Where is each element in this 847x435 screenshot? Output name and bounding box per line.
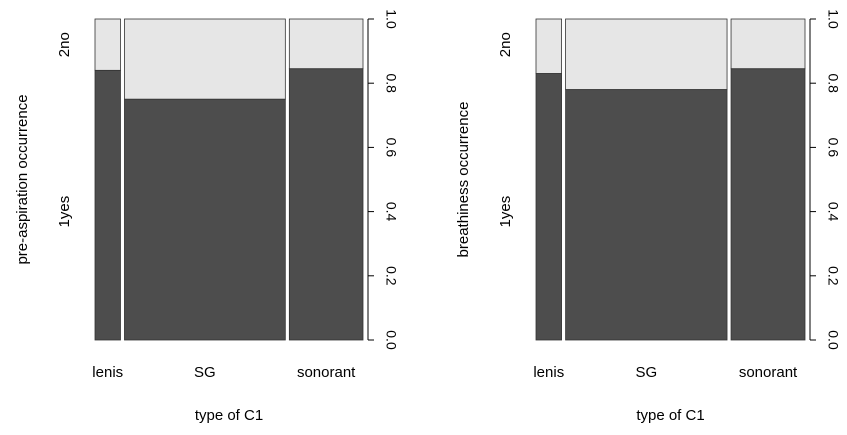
bar-segment-no-sonorant — [288, 18, 364, 70]
x-category-label: SG — [194, 364, 216, 381]
right-axis-tick-label: 0.6 — [825, 138, 841, 158]
right-axis-tick-label: 0.4 — [825, 202, 841, 222]
y-level-label: 1yes — [56, 196, 73, 228]
bar-segment-yes-sg — [124, 98, 286, 341]
right-axis-tick-label: 0.4 — [383, 202, 399, 222]
y-level-label: 1yes — [497, 196, 514, 228]
right-axis-tick-label: 0.6 — [383, 138, 399, 158]
y-axis-title: breathiness occurrence — [455, 102, 472, 258]
x-axis-title: type of C1 — [636, 407, 704, 424]
right-axis-tick-label: 0.8 — [383, 73, 399, 93]
bar-segment-yes-sonorant — [730, 68, 806, 341]
right-axis-tick-label: 1.0 — [825, 9, 841, 29]
bar-segment-no-lenis — [535, 18, 562, 74]
bar-segment-no-sg — [124, 18, 286, 100]
right-axis-tick-label: 1.0 — [383, 9, 399, 29]
bar-segment-yes-sonorant — [288, 68, 364, 341]
x-category-label: lenis — [92, 364, 123, 381]
x-category-label: sonorant — [297, 364, 356, 381]
spineplot-panel-1: lenis SG sonorant 1yes 2no pre-aspiration occ… — [14, 9, 399, 424]
right-axis-tick-label: 0.0 — [383, 330, 399, 350]
bar-segment-no-sg — [565, 18, 728, 91]
y-level-label: 2no — [56, 32, 73, 57]
x-category-label: sonorant — [739, 364, 798, 381]
bar-segment-yes-lenis — [94, 69, 121, 341]
y-level-label: 2no — [497, 32, 514, 57]
x-category-label: lenis — [533, 364, 564, 381]
bar-segment-no-lenis — [94, 18, 121, 71]
x-axis-title: type of C1 — [195, 407, 263, 424]
spineplot-panel-2: lenis SG sonorant 1yes 2no breathiness occurr… — [455, 9, 841, 424]
x-category-label: SG — [635, 364, 657, 381]
y-axis-title: pre-aspiration occurrence — [14, 94, 31, 264]
right-axis-tick-label: 0.8 — [825, 73, 841, 93]
bar-segment-no-sonorant — [730, 18, 806, 70]
right-axis-tick-label: 0.0 — [825, 330, 841, 350]
bar-segment-yes-lenis — [535, 73, 562, 341]
right-axis-tick-label: 0.2 — [383, 266, 399, 286]
bar-segment-yes-sg — [565, 89, 728, 341]
right-axis-tick-label: 0.2 — [825, 266, 841, 286]
